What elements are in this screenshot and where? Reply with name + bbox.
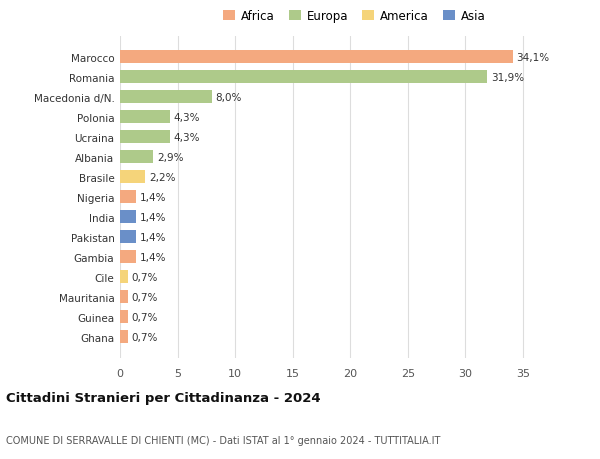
Legend: Africa, Europa, America, Asia: Africa, Europa, America, Asia bbox=[218, 5, 490, 28]
Text: Cittadini Stranieri per Cittadinanza - 2024: Cittadini Stranieri per Cittadinanza - 2… bbox=[6, 391, 320, 404]
Text: 4,3%: 4,3% bbox=[173, 133, 199, 143]
Text: 1,4%: 1,4% bbox=[140, 213, 166, 222]
Bar bbox=[120, 211, 136, 224]
Bar bbox=[120, 311, 128, 324]
Text: 0,7%: 0,7% bbox=[131, 292, 158, 302]
Text: 0,7%: 0,7% bbox=[131, 332, 158, 342]
Bar bbox=[120, 51, 512, 64]
Bar bbox=[120, 191, 136, 204]
Bar bbox=[120, 131, 170, 144]
Bar bbox=[120, 231, 136, 244]
Bar bbox=[120, 271, 128, 284]
Text: 2,2%: 2,2% bbox=[149, 173, 175, 182]
Bar bbox=[120, 291, 128, 303]
Text: COMUNE DI SERRAVALLE DI CHIENTI (MC) - Dati ISTAT al 1° gennaio 2024 - TUTTITALI: COMUNE DI SERRAVALLE DI CHIENTI (MC) - D… bbox=[6, 435, 440, 445]
Text: 1,4%: 1,4% bbox=[140, 232, 166, 242]
Bar bbox=[120, 91, 212, 104]
Text: 34,1%: 34,1% bbox=[516, 53, 549, 63]
Bar bbox=[120, 171, 145, 184]
Bar bbox=[120, 71, 487, 84]
Bar bbox=[120, 251, 136, 263]
Bar bbox=[120, 151, 154, 164]
Text: 0,7%: 0,7% bbox=[131, 272, 158, 282]
Text: 31,9%: 31,9% bbox=[491, 73, 524, 83]
Text: 1,4%: 1,4% bbox=[140, 252, 166, 262]
Text: 1,4%: 1,4% bbox=[140, 192, 166, 202]
Text: 0,7%: 0,7% bbox=[131, 312, 158, 322]
Bar bbox=[120, 330, 128, 343]
Text: 4,3%: 4,3% bbox=[173, 112, 199, 123]
Text: 8,0%: 8,0% bbox=[215, 93, 242, 103]
Text: 2,9%: 2,9% bbox=[157, 152, 184, 162]
Bar bbox=[120, 111, 170, 124]
